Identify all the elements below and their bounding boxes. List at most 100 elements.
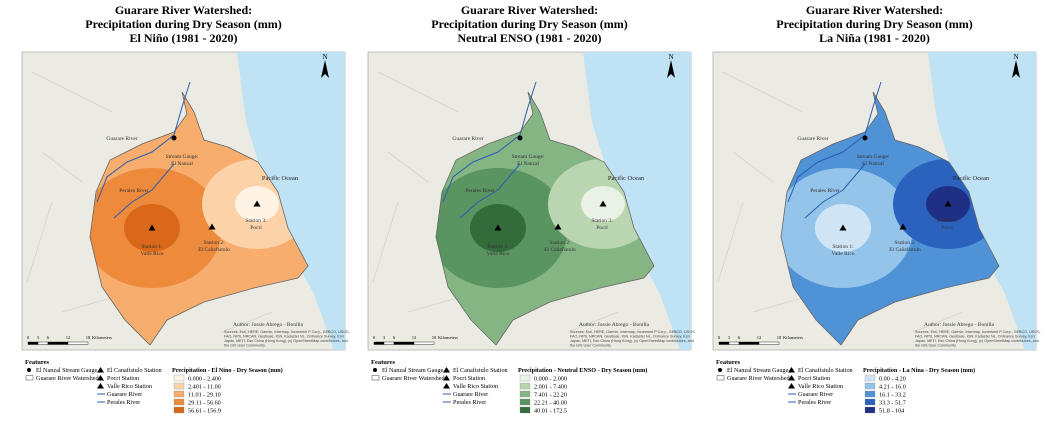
sources: the GIS User Community <box>224 344 265 348</box>
map-label: Station 1: <box>832 244 854 250</box>
panel-title: Neutral ENSO (1981 - 2020) <box>458 31 602 45</box>
legend-symbol <box>788 367 795 373</box>
map-label: El Nanzal <box>517 161 539 167</box>
legend-title: Precipitation - La Nina - Dry Season (mm… <box>863 367 975 374</box>
map-label: Valle Rico <box>486 251 509 257</box>
map-label: Station 1: <box>487 244 509 250</box>
legend-item: Pocri Station <box>107 375 139 382</box>
scale-label: 6 <box>47 335 50 340</box>
legend-item: Guarare River Watershed <box>36 375 100 382</box>
sources: the GIS User Community <box>570 344 611 348</box>
legend-swatch <box>519 382 531 390</box>
legend-symbol <box>97 383 104 389</box>
scale-bar <box>718 341 730 345</box>
stream-gauge <box>171 135 177 141</box>
stream-gauge <box>517 135 523 141</box>
legend-symbol <box>97 367 104 373</box>
legend-swatch <box>519 390 531 398</box>
legend-item: El Canafistulo Station <box>453 367 508 374</box>
legend-item: El Canafistulo Station <box>798 367 853 374</box>
scale-label: Kilometers <box>92 335 112 340</box>
scale-label: Kilometers <box>783 335 803 340</box>
map-frame: Guarare River Perales River Pacific Ocean S… <box>367 51 696 351</box>
author: Author: Jossie Abrego - Bonilla <box>579 322 650 328</box>
station <box>899 223 907 230</box>
map-label: Station 3: <box>591 218 613 224</box>
map-label: El Nanzal <box>862 161 884 167</box>
legend-item: Guarare River <box>453 391 488 398</box>
perales-river <box>804 163 866 219</box>
map-label: El Cañafistulo <box>889 246 921 253</box>
legend-swatch <box>864 406 876 414</box>
legend-title: Precipitation - Neutral ENSO - Dry Seaso… <box>518 367 647 374</box>
map-label: Pacific Ocean <box>953 175 990 182</box>
sources: Japan, METI, Esri China (Hong Kong), (c)… <box>224 339 348 343</box>
legend-symbol <box>443 367 450 373</box>
author: Author: Jossie Abrego - Bonilla <box>924 322 995 328</box>
scale-bar <box>738 341 760 345</box>
panel: Guarare River Watershed:Precipitation du… <box>21 3 350 415</box>
map-label: Pacific Ocean <box>608 175 645 182</box>
scale-bar <box>37 341 49 345</box>
legend-swatch <box>519 406 531 414</box>
panel-title: Guarare River Watershed: <box>461 3 598 17</box>
sources: FAO, NPS, NRCAN, GeoBase, IGN, Kadaster … <box>224 335 344 339</box>
legend-class: 0.000 - 2.000 <box>534 376 567 383</box>
scale-label: 0 <box>718 335 721 340</box>
panel-title: El Niño (1981 - 2020) <box>130 31 238 45</box>
legend-heading: Features <box>716 359 741 366</box>
road <box>221 311 273 333</box>
panel-title: Precipitation during Dry Season (mm) <box>431 17 627 31</box>
legend-class: 2.001 - 7.400 <box>534 384 567 391</box>
panel-title: Guarare River Watershed: <box>115 3 252 17</box>
scale-label: 18 <box>86 335 91 340</box>
legend-title: Precipitation - El Nino - Dry Season (mm… <box>172 367 283 374</box>
station <box>494 224 502 231</box>
map-label: El Cañafistulo <box>198 246 230 253</box>
watershed-outline <box>89 91 309 346</box>
north-label: N <box>322 53 327 61</box>
road <box>567 311 619 333</box>
perales-river <box>459 163 521 219</box>
legend-symbol <box>716 375 725 381</box>
legend-class: 2.401 - 11.00 <box>188 384 221 391</box>
scale-label: Kilometers <box>438 335 458 340</box>
map-label: Station 2: <box>203 240 225 246</box>
sources: Sources: Esri, HERE, Garmin, Intermap, i… <box>224 330 350 334</box>
legend-item: Perales River <box>798 399 831 406</box>
legend-swatch <box>864 390 876 398</box>
legend-swatch <box>173 374 185 382</box>
map-label: Station 1: <box>141 244 163 250</box>
road <box>912 311 964 333</box>
legend-item: Perales River <box>453 399 486 406</box>
legend-class: 0.000 - 2.400 <box>188 376 221 383</box>
sources: Sources: Esri, HERE, Garmin, Intermap, i… <box>570 330 696 334</box>
map-label: Guarare River <box>797 136 828 142</box>
panel-title: Precipitation during Dry Season (mm) <box>776 17 972 31</box>
legend-symbol <box>25 375 34 381</box>
map-label: Guarare River <box>452 136 483 142</box>
legend-class: 16.1 - 33.2 <box>879 392 906 399</box>
legend-class: 7.401 - 22.20 <box>534 392 567 399</box>
legend-symbol <box>97 375 104 381</box>
scale-label: 12 <box>66 335 71 340</box>
north-label: N <box>668 53 673 61</box>
scale-label: 18 <box>777 335 782 340</box>
legend-swatch <box>864 398 876 406</box>
sources: Japan, METI, Esri China (Hong Kong), (c)… <box>570 339 694 343</box>
scale-bar <box>413 341 435 345</box>
scale-bar <box>27 341 39 345</box>
map-label: Perales River <box>465 188 495 194</box>
road <box>717 201 744 283</box>
scale-bar <box>67 341 89 345</box>
legend-swatch <box>864 382 876 390</box>
legend-symbol <box>27 368 31 372</box>
map-label: Stream Gauge: <box>857 154 890 160</box>
panel-title: La Niña (1981 - 2020) <box>819 31 930 45</box>
legend-swatch <box>173 382 185 390</box>
road <box>377 71 459 113</box>
north-arrow <box>1012 60 1020 78</box>
